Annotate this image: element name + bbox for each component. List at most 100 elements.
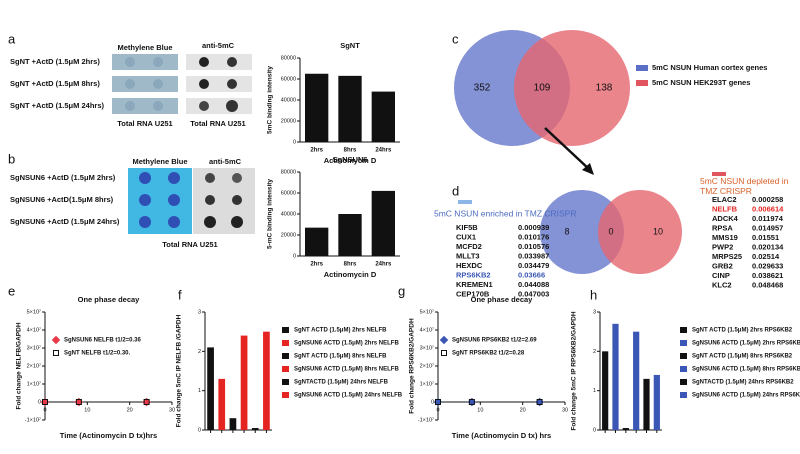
- legend-label: SgNSUN6 ACTD (1.5μM) 8hrs RPS6KB2: [692, 367, 800, 373]
- panel-letter: g: [398, 283, 405, 298]
- bar: [251, 428, 259, 430]
- y-tick-label: 40000: [281, 211, 296, 217]
- y-tick-label: 0: [431, 399, 434, 405]
- y-tick-label: 3: [593, 309, 596, 315]
- legend-label: SgNT ACTD (1.5μM) 2hrs NELFB: [294, 328, 387, 334]
- bar: [371, 91, 395, 142]
- legend-marker: [51, 335, 61, 345]
- gene-name: MLLT3: [456, 251, 480, 260]
- y-tick-label: 40000: [281, 97, 296, 103]
- bar: [622, 428, 629, 430]
- legend-swatch: [680, 353, 687, 359]
- legend-marker: [441, 350, 447, 356]
- y-tick-label: 2: [198, 349, 201, 355]
- marker: [143, 399, 150, 405]
- legend-label: SgNT ACTD (1.5μM) 8hrs RPS6KB2: [692, 354, 793, 360]
- venn-circle: [598, 190, 682, 274]
- gene-name: CUX1: [456, 232, 476, 241]
- gene-pvalue: 0.010576: [518, 242, 549, 251]
- legend-swatch: [680, 366, 687, 372]
- legend-label: SgNT NELFB t1/2=0.30.: [64, 351, 131, 357]
- legend-swatch: [680, 327, 687, 333]
- gene-pvalue: 0.020134: [752, 242, 784, 251]
- legend-swatch: [680, 340, 687, 346]
- x-tick-label: 10: [84, 407, 90, 413]
- bar: [305, 227, 329, 256]
- gene-name: RPSA: [712, 223, 733, 232]
- gene-pvalue: 0.047003: [518, 289, 549, 298]
- venn-count: 0: [608, 226, 613, 236]
- legend-label: SgNSUN6 ACTD (1.5μM) 8hrs NELFB: [294, 367, 399, 373]
- bar: [218, 378, 226, 430]
- blot-image: [112, 54, 252, 114]
- gene-pvalue: 0.033987: [518, 251, 549, 260]
- y-tick-label: 3: [198, 309, 201, 315]
- panel-letter: b: [8, 151, 15, 166]
- x-tick-label: 10: [477, 407, 483, 413]
- x-tick-label: 30: [562, 407, 568, 413]
- y-tick-label: 1: [593, 388, 596, 394]
- bar: [643, 378, 650, 430]
- stain-label: anti-5mC: [202, 41, 235, 50]
- legend-label: 5mC NSUN HEK293T genes: [652, 78, 750, 87]
- gene-name: ADCK4: [712, 214, 739, 223]
- legend-label: SgNTACTD (1.5μM) 24hrs RPS6KB2: [692, 380, 794, 386]
- venn-count: 109: [534, 83, 551, 94]
- panel-letter: a: [8, 31, 16, 46]
- blot-footer: Total RNA U251: [162, 240, 217, 249]
- y-tick-label: 1: [198, 388, 201, 394]
- legend-swatch: [282, 392, 289, 398]
- venn-circle: [540, 190, 624, 274]
- y-tick-label: 2×10⁷: [420, 362, 434, 369]
- gene-lists: KIF5B 0.000939 CUX1 0.010176 MCFD2 0.010576 ML…: [456, 195, 784, 299]
- bar: [612, 323, 619, 430]
- legend-swatch: [636, 65, 648, 71]
- legend-swatch: [712, 172, 726, 176]
- y-tick-label: 80000: [281, 169, 296, 175]
- y-tick-label: 0: [293, 253, 296, 259]
- gene-pvalue: 0.011974: [752, 214, 784, 223]
- y-tick-label: 1×10⁷: [27, 380, 41, 387]
- bar: [338, 75, 362, 142]
- gene-pvalue: 0.044088: [518, 280, 549, 289]
- gene-pvalue: 0.010176: [518, 232, 549, 241]
- y-tick-label: 2×10⁷: [27, 362, 41, 369]
- x-tick-label: 0: [436, 407, 439, 413]
- marker: [536, 399, 543, 405]
- x-tick-label: 2hrs: [310, 262, 323, 268]
- legend-label: SgNSUN6 ACTD (1.5μM) 2hrs NELFB: [294, 341, 399, 347]
- legend-swatch: [282, 353, 289, 359]
- row-label: SgNT +ActD (1.5μM 2hrs): [10, 57, 100, 66]
- x-tick-label: 30: [169, 407, 175, 413]
- y-axis-label: Fold change RPS6KB2/GAPDH: [409, 318, 416, 414]
- bar: [305, 73, 329, 142]
- legend-label: SgNT ACTD (1.5μM) 8hrs NELFB: [294, 354, 387, 360]
- y-tick-label: 0: [38, 399, 41, 405]
- venn-count: 352: [474, 83, 491, 94]
- bar: [653, 374, 660, 430]
- gene-pvalue: 0.01551: [752, 233, 779, 242]
- panel-letter: f: [178, 287, 182, 302]
- y-tick-label: 4×10⁷: [27, 326, 41, 333]
- blot-footer: Total RNA U251: [117, 119, 172, 128]
- legend-label: 5mC NSUN Human cortex genes: [652, 63, 767, 72]
- x-axis-label: Time (Actinomycin D tx) hrs: [452, 431, 551, 440]
- bar: [229, 418, 237, 430]
- y-tick-label: -1×10⁷: [418, 416, 434, 423]
- gene-pvalue: 0.006614: [752, 204, 784, 213]
- x-tick-label: 24hrs: [375, 262, 392, 268]
- marker: [435, 399, 441, 405]
- legend-label: SgNTACTD (1.5μM) 24hrs NELFB: [294, 380, 389, 386]
- venn-circle: [514, 30, 630, 146]
- y-axis-label: Fold change 5mC IP RPS6KB2/GAPDH: [571, 311, 578, 430]
- gene-name: MRPS25: [712, 252, 742, 261]
- legend-label: SgNSUN6 ACTD (1.5μM) 24hrs RPS6KB2: [692, 393, 800, 399]
- bar: [207, 347, 214, 430]
- legend-swatch: [458, 200, 472, 204]
- x-axis-label: Actinomycin D: [324, 270, 377, 279]
- bar: [371, 190, 395, 256]
- y-tick-label: 20000: [281, 232, 296, 238]
- x-axis-label: Time (Actinomycin D tx)hrs: [60, 431, 157, 440]
